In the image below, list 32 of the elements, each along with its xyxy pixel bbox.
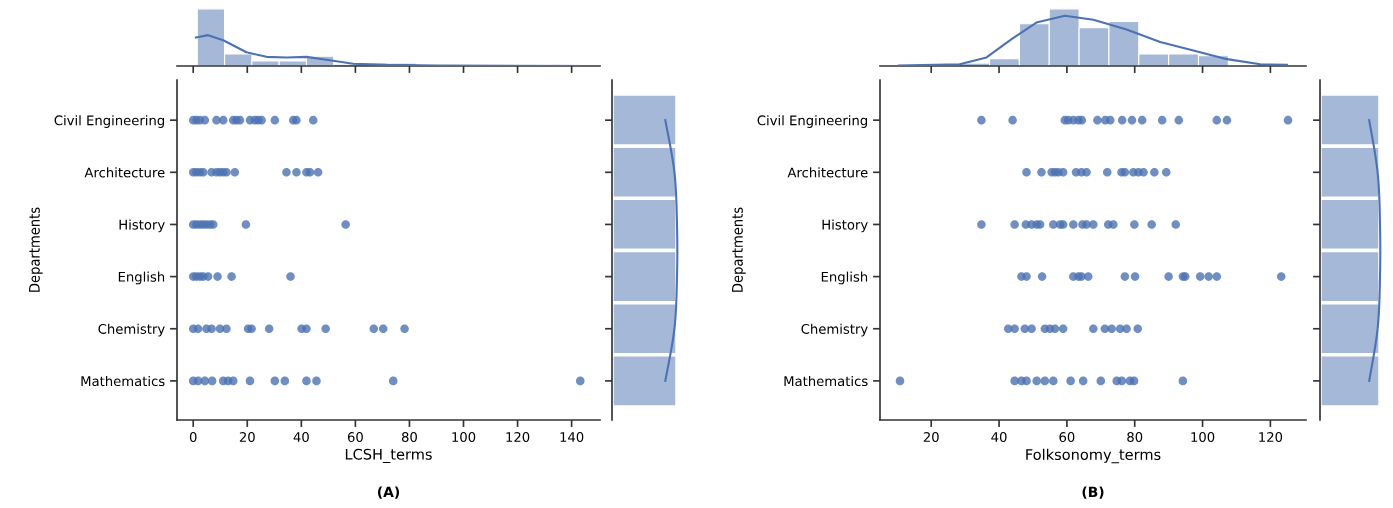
- y-tick-label: Architecture: [84, 167, 165, 178]
- x-tick-label: 80: [1127, 432, 1143, 443]
- x-tick-label: 120: [506, 432, 530, 443]
- y-tick-label: Mathematics: [784, 375, 868, 387]
- y-axis-title: Departments: [29, 207, 43, 292]
- y-tick-label: Chemistry: [98, 323, 165, 337]
- x-tick-label: 60: [347, 432, 363, 443]
- x-tick-label: 40: [991, 432, 1007, 443]
- x-tick-label: 140: [560, 432, 584, 443]
- y-tick-label: English: [821, 271, 868, 285]
- y-tick-label: Architecture: [787, 167, 868, 178]
- text: (B): [1082, 486, 1104, 499]
- x-tick-label: 80: [401, 432, 417, 443]
- x-tick-label: 20: [239, 432, 255, 443]
- x-tick-label: 20: [923, 432, 939, 443]
- x-axis-title: Folksonomy_terms: [1026, 448, 1161, 464]
- y-tick-label: Mathematics: [81, 375, 165, 387]
- y-tick-label: Civil Engineering: [757, 115, 867, 128]
- y-tick-label: History: [119, 219, 165, 233]
- y-tick-label: History: [822, 219, 868, 233]
- x-tick-label: 100: [1191, 432, 1215, 443]
- x-tick-label: 100: [452, 432, 476, 443]
- x-tick-label: 0: [189, 432, 197, 443]
- y-tick-label: English: [118, 271, 165, 285]
- x-axis-title: LCSH_terms: [345, 448, 432, 463]
- x-tick-label: 40: [293, 432, 309, 443]
- x-tick-label: 60: [1059, 432, 1075, 443]
- y-tick-label: Civil Engineering: [54, 115, 164, 128]
- y-axis-title: Departments: [732, 207, 746, 292]
- text: (A): [377, 486, 400, 499]
- x-tick-label: 120: [1259, 432, 1283, 443]
- y-tick-label: Chemistry: [801, 323, 868, 337]
